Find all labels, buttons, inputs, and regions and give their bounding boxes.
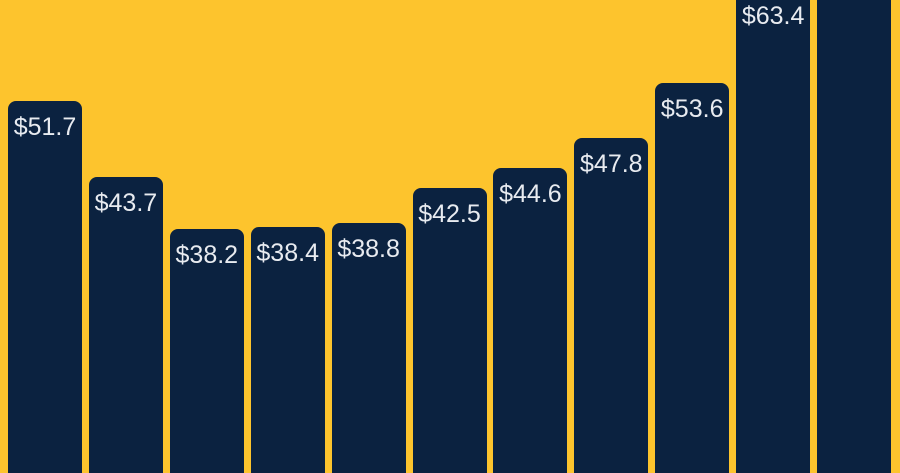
bar: $38.4 xyxy=(250,226,325,473)
bar-value-label: $38.2 xyxy=(175,240,239,269)
bar: $44.6 xyxy=(493,168,568,473)
bar-value-label: $47.8 xyxy=(580,149,643,178)
bar: $63.4 xyxy=(736,0,811,473)
bar-value-label: $51.7 xyxy=(13,112,77,141)
bar-value-label: $42.5 xyxy=(418,200,481,229)
bar: $53.6 xyxy=(655,82,730,473)
bar-value-label: $38.4 xyxy=(256,238,319,267)
bar-value-label: $53.6 xyxy=(660,94,724,123)
bar xyxy=(817,0,891,473)
bar: $43.7 xyxy=(88,176,163,473)
bar-value-label: $43.7 xyxy=(94,188,158,217)
bar: $38.2 xyxy=(169,228,244,473)
bar: $51.7 xyxy=(8,100,82,473)
bar-value-label: $63.4 xyxy=(741,1,805,30)
bar: $47.8 xyxy=(574,137,649,473)
bar: $42.5 xyxy=(412,188,487,473)
bar: $38.8 xyxy=(331,223,406,473)
bar-value-label: $38.8 xyxy=(337,235,400,264)
bar-value-label: $44.6 xyxy=(499,180,562,209)
